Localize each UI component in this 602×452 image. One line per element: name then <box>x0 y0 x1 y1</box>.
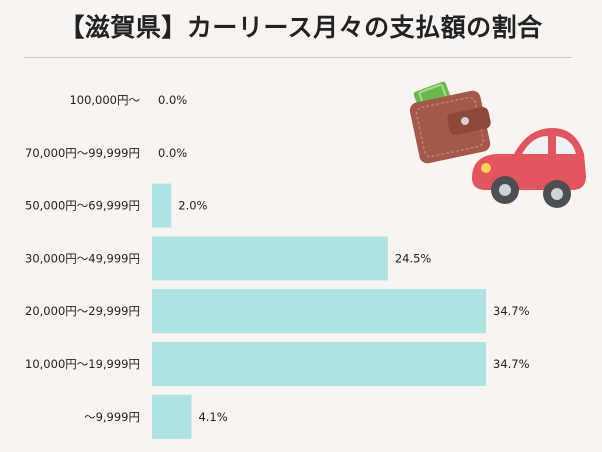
title-divider <box>24 57 572 58</box>
category-label: 10,000円～19,999円 <box>25 357 140 371</box>
category-label: 100,000円～ <box>69 93 140 107</box>
value-label: 0.0% <box>158 146 187 160</box>
bar <box>152 394 192 439</box>
value-label: 34.7% <box>493 304 530 318</box>
value-label: 4.1% <box>198 410 227 424</box>
bar <box>152 183 172 228</box>
category-label: ～9,999円 <box>84 410 140 424</box>
category-label: 30,000円～49,999円 <box>25 251 140 265</box>
bar <box>152 289 486 334</box>
category-label: 50,000円～69,999円 <box>25 199 140 213</box>
bar <box>152 236 388 281</box>
value-label: 34.7% <box>493 357 530 371</box>
value-label: 2.0% <box>178 199 207 213</box>
chart-title: 【滋賀県】カーリース月々の支払額の割合 <box>59 13 543 42</box>
car-icon <box>472 128 586 208</box>
category-label: 70,000円～99,999円 <box>25 146 140 160</box>
value-label: 0.0% <box>158 93 187 107</box>
wallet-icon <box>409 81 491 164</box>
category-label: 20,000円～29,999円 <box>25 304 140 318</box>
bar <box>152 342 486 386</box>
value-label: 24.5% <box>395 251 432 265</box>
